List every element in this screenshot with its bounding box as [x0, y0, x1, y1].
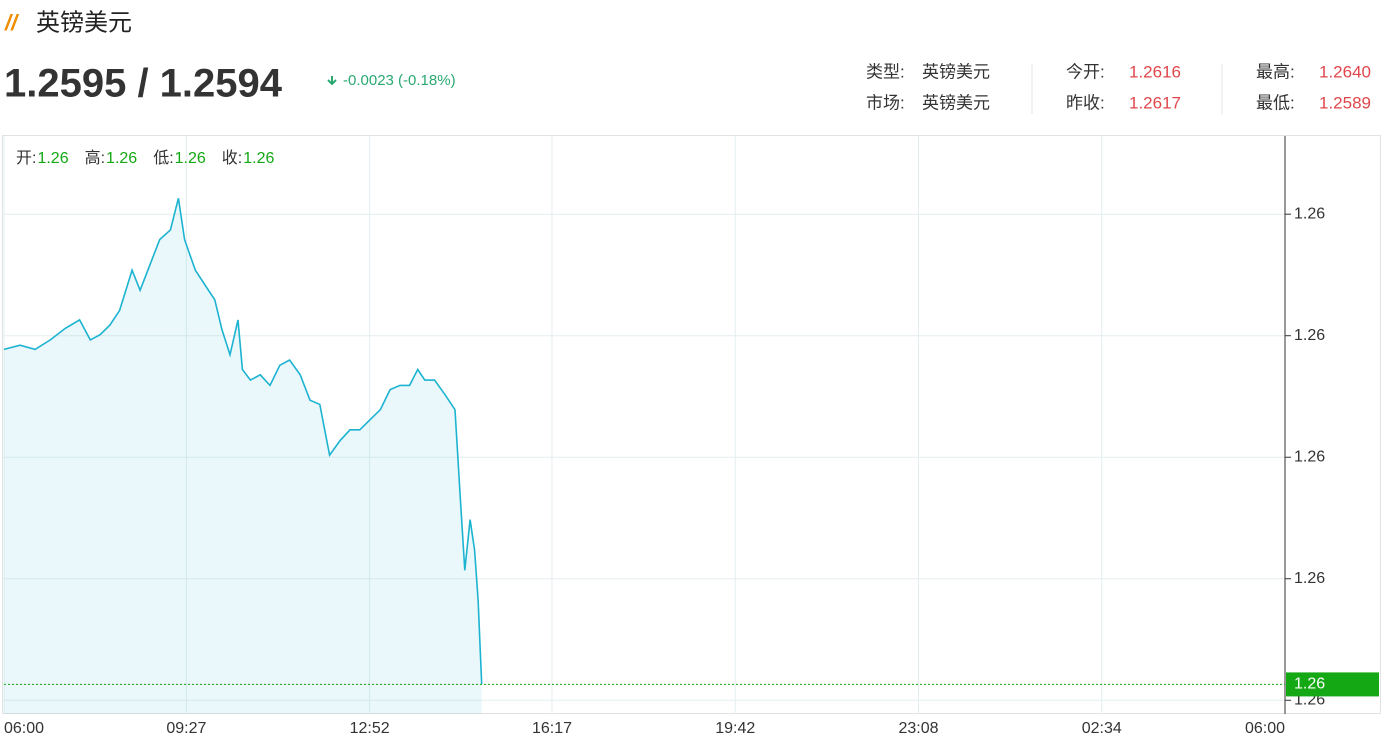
- ohlc-label: 收:: [222, 149, 242, 167]
- ohlc-value: 1.26: [243, 150, 274, 167]
- info-value: 1.2589: [1319, 93, 1371, 112]
- y-tick-label: 1.26: [1294, 327, 1325, 344]
- info-label: 今开:: [1066, 62, 1105, 81]
- info-value: 1.2640: [1319, 62, 1371, 81]
- x-tick-label: 12:52: [350, 720, 390, 737]
- info-value: 英镑美元: [922, 93, 990, 112]
- x-tick-label: 02:34: [1082, 720, 1122, 737]
- x-tick-label: 09:27: [166, 720, 206, 737]
- y-tick-label: 1.26: [1294, 570, 1325, 587]
- chart-frame: [2, 135, 1381, 714]
- x-tick-label: 23:08: [898, 720, 938, 737]
- last-price-box: [1286, 672, 1379, 697]
- info-label: 类型:: [866, 62, 905, 81]
- ohlc-value: 1.26: [175, 150, 206, 167]
- y-tick-label: 1.26: [1294, 205, 1325, 222]
- x-tick-label: 06:00: [4, 720, 44, 737]
- ohlc-label: 开:: [16, 150, 36, 167]
- info-label: 昨收:: [1066, 93, 1105, 112]
- logo-icon: //: [4, 10, 20, 35]
- ohlc-value: 1.26: [37, 150, 68, 167]
- price-line: [3, 198, 483, 685]
- x-tick-label: 06:00: [1245, 720, 1285, 737]
- ohlc-label: 高:: [85, 149, 105, 167]
- x-tick-label: 16:17: [532, 720, 572, 737]
- y-tick-label: 1.26: [1294, 448, 1325, 465]
- info-value: 1.2617: [1129, 93, 1181, 112]
- x-tick-label: 19:42: [715, 720, 755, 737]
- info-label: 最低:: [1256, 93, 1295, 112]
- info-label: 市场:: [866, 93, 905, 112]
- info-value: 英镑美元: [922, 62, 990, 81]
- down-arrow: [327, 76, 337, 86]
- area: [4, 198, 482, 715]
- title: 英镑美元: [36, 9, 132, 36]
- last-price-label: 1.26: [1294, 676, 1325, 693]
- info-label: 最高:: [1256, 62, 1295, 81]
- ohlc-value: 1.26: [106, 150, 137, 167]
- ohlc-label: 低:: [153, 149, 173, 167]
- change: -0.0023 (-0.18%): [343, 72, 456, 89]
- price: 1.2595 / 1.2594: [4, 62, 283, 106]
- info-value: 1.2616: [1129, 62, 1181, 81]
